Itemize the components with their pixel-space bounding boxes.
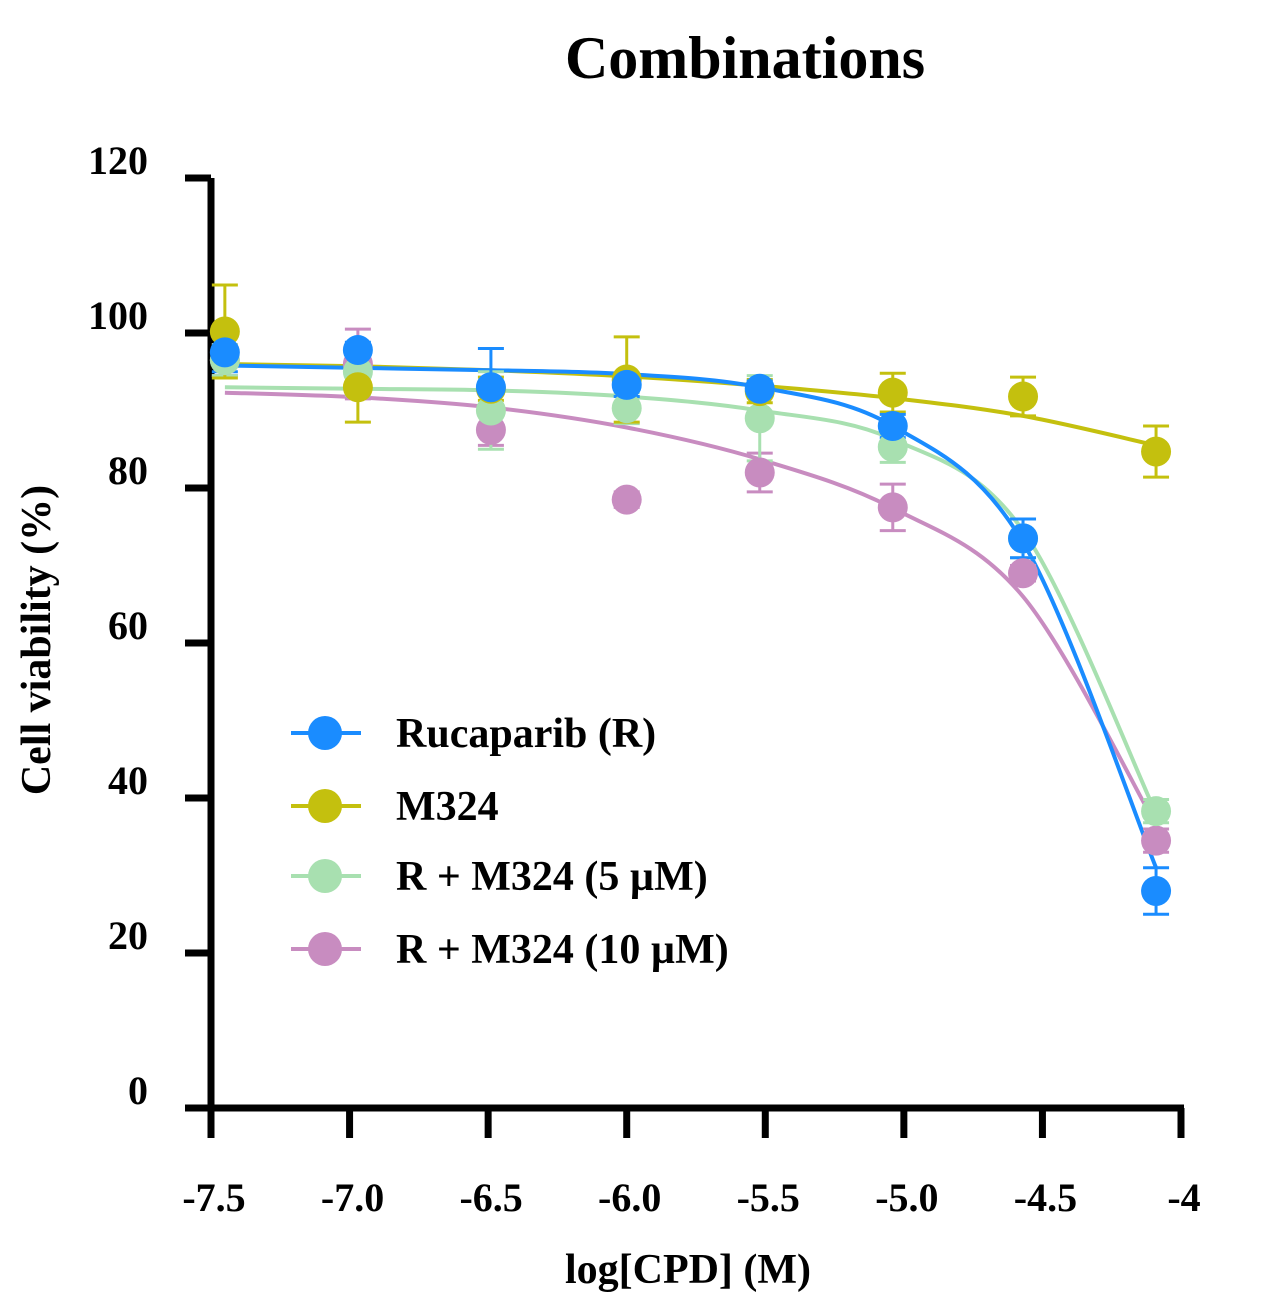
y-tick-label: 80 (108, 448, 148, 493)
y-axis-label: Cell viability (%) (14, 485, 60, 795)
legend-marker (308, 932, 342, 966)
y-tick-label: 40 (108, 758, 148, 803)
y-tick-label: 60 (108, 603, 148, 648)
data-point-series-4 (877, 492, 908, 523)
fit-curve-series-4 (224, 390, 1158, 827)
legend: Rucaparib (R) M324 R + M324 (5 µM) R + M324… (291, 711, 729, 973)
fit-curves (224, 362, 1158, 869)
chart-title: Combinations (565, 25, 925, 91)
data-points (209, 316, 1172, 906)
data-point-series-1 (342, 335, 373, 366)
data-point-series-2 (1141, 436, 1172, 467)
y-tick-label: 20 (108, 913, 148, 958)
data-point-series-1 (877, 411, 908, 441)
y-tick-label: 120 (88, 138, 148, 183)
y-tick-label: 0 (128, 1068, 148, 1113)
x-tick-label: -4.5 (1014, 1175, 1077, 1220)
data-point-series-3 (744, 403, 775, 434)
legend-marker (308, 716, 342, 750)
data-point-series-4 (611, 484, 642, 515)
x-tick-label: -5.0 (875, 1175, 938, 1220)
data-point-series-2 (877, 377, 908, 408)
legend-item: M324 (291, 784, 499, 830)
fit-curve-series-3 (224, 385, 1158, 815)
data-point-series-4 (1008, 558, 1039, 589)
x-tick-label: -6.0 (598, 1175, 661, 1220)
data-point-series-1 (611, 369, 642, 400)
x-axis: -7.5 -7.0 -6.5 -6.0 -5.5 -5.0 -4.5 -4 (182, 1104, 1201, 1220)
data-point-series-3 (877, 431, 908, 462)
x-axis-label: log[CPD] (M) (565, 1247, 811, 1293)
data-point-series-4 (1141, 825, 1172, 856)
legend-label: M324 (396, 784, 499, 830)
y-axis: 0 20 40 60 80 100 120 (88, 138, 215, 1113)
x-tick-label: -7.0 (321, 1175, 384, 1220)
fit-curve-series-1 (224, 363, 1158, 869)
data-point-series-3 (475, 395, 506, 426)
x-tick-label: -4 (1167, 1175, 1200, 1220)
data-point-series-2 (342, 372, 373, 403)
legend-item: Rucaparib (R) (291, 711, 656, 757)
data-point-series-1 (475, 372, 506, 403)
data-point-series-3 (611, 393, 642, 424)
x-tick-label: -6.5 (459, 1175, 522, 1220)
data-point-series-1 (209, 337, 240, 368)
y-tick-label: 100 (88, 293, 148, 338)
data-point-series-2 (209, 316, 240, 347)
data-point-series-2 (1008, 381, 1039, 412)
legend-item: R + M324 (10 µM) (291, 927, 729, 973)
legend-marker (308, 859, 342, 893)
x-tick-label: -5.5 (737, 1175, 800, 1220)
legend-label: Rucaparib (R) (396, 711, 656, 757)
data-point-series-4 (744, 457, 775, 488)
legend-label: R + M324 (5 µM) (396, 854, 708, 900)
x-tick-label: -7.5 (182, 1175, 245, 1220)
legend-item: R + M324 (5 µM) (291, 854, 708, 900)
data-point-series-1 (1141, 876, 1172, 906)
legend-label: R + M324 (10 µM) (396, 927, 729, 973)
data-point-series-1 (1008, 523, 1039, 554)
data-point-series-1 (744, 373, 775, 404)
data-point-series-3 (1141, 796, 1172, 827)
legend-marker (308, 789, 342, 823)
